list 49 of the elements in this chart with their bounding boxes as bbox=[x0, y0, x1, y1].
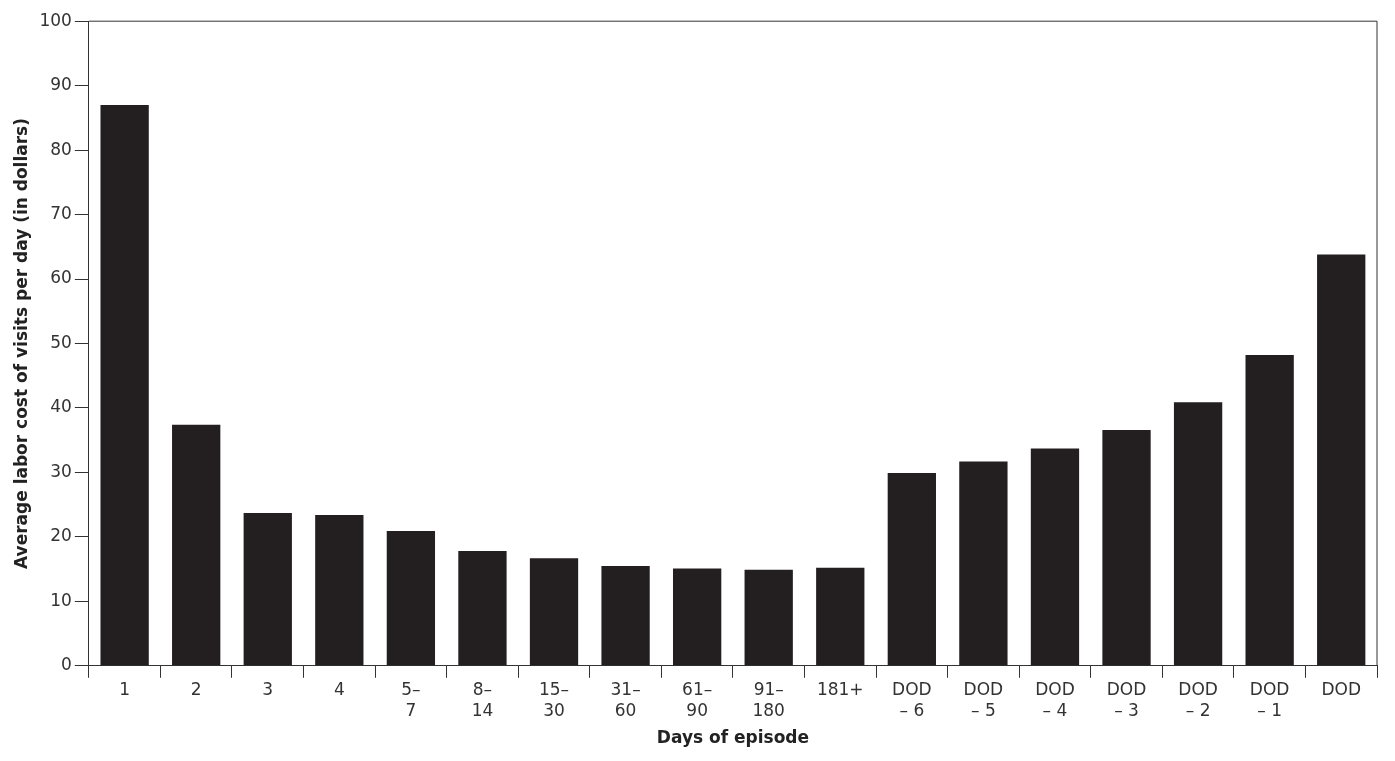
y-tick-label: 90 bbox=[50, 74, 72, 95]
y-tick-label: 10 bbox=[50, 589, 72, 610]
y-tick-label: 40 bbox=[50, 396, 72, 417]
y-tick-label: 70 bbox=[50, 203, 72, 223]
y-tick-label: 30 bbox=[50, 460, 72, 481]
bar bbox=[1030, 448, 1080, 666]
y-axis-title: Average labor cost of visits per day (in dollars) bbox=[10, 118, 31, 569]
y-tick-label: 20 bbox=[50, 525, 72, 546]
bar bbox=[386, 531, 436, 666]
bar bbox=[887, 473, 936, 666]
bar bbox=[315, 514, 364, 666]
x-tick-label: 91– 180 bbox=[752, 679, 785, 720]
x-axis-title: Days of episode bbox=[656, 727, 810, 748]
bar bbox=[744, 569, 793, 666]
bar bbox=[816, 567, 865, 666]
x-tick-label: 3 bbox=[262, 679, 274, 700]
y-tick-label: 0 bbox=[61, 654, 72, 675]
bar bbox=[1102, 429, 1151, 666]
bar bbox=[959, 461, 1008, 666]
bar bbox=[458, 551, 507, 666]
bar bbox=[243, 513, 292, 666]
x-tick-label: DOD – 2 bbox=[1178, 679, 1218, 720]
bar bbox=[1173, 402, 1223, 666]
x-tick-label: DOD – 5 bbox=[963, 679, 1004, 720]
bar bbox=[1245, 355, 1294, 666]
y-tick-label: 50 bbox=[50, 331, 72, 352]
x-tick-label: 15– 30 bbox=[538, 679, 570, 720]
bar bbox=[672, 568, 722, 666]
bar bbox=[601, 565, 650, 666]
x-tick-label: 2 bbox=[190, 679, 202, 700]
y-tick-label: 100 bbox=[39, 9, 72, 30]
x-tick-label: 31– 60 bbox=[610, 679, 641, 720]
bar bbox=[100, 105, 149, 666]
x-tick-label: 61– 90 bbox=[682, 679, 713, 720]
x-tick-label: 8– 14 bbox=[471, 679, 494, 720]
x-tick-label: DOD – 1 bbox=[1249, 679, 1290, 720]
bar bbox=[529, 558, 579, 666]
x-tick-label: 4 bbox=[333, 679, 345, 700]
bar bbox=[172, 424, 221, 666]
y-tick-label: 80 bbox=[50, 138, 72, 159]
x-tick-label: 1 bbox=[119, 679, 131, 700]
x-tick-label: DOD – 4 bbox=[1035, 679, 1075, 720]
x-tick-label: DOD – 6 bbox=[892, 679, 932, 720]
bar bbox=[1317, 254, 1366, 666]
y-tick-label: 60 bbox=[50, 267, 72, 288]
x-tick-label: DOD – 3 bbox=[1106, 679, 1147, 720]
x-tick-label: 5– 7 bbox=[401, 679, 421, 720]
x-tick-label: DOD bbox=[1321, 679, 1361, 700]
x-tick-label: 181+ bbox=[816, 679, 864, 700]
